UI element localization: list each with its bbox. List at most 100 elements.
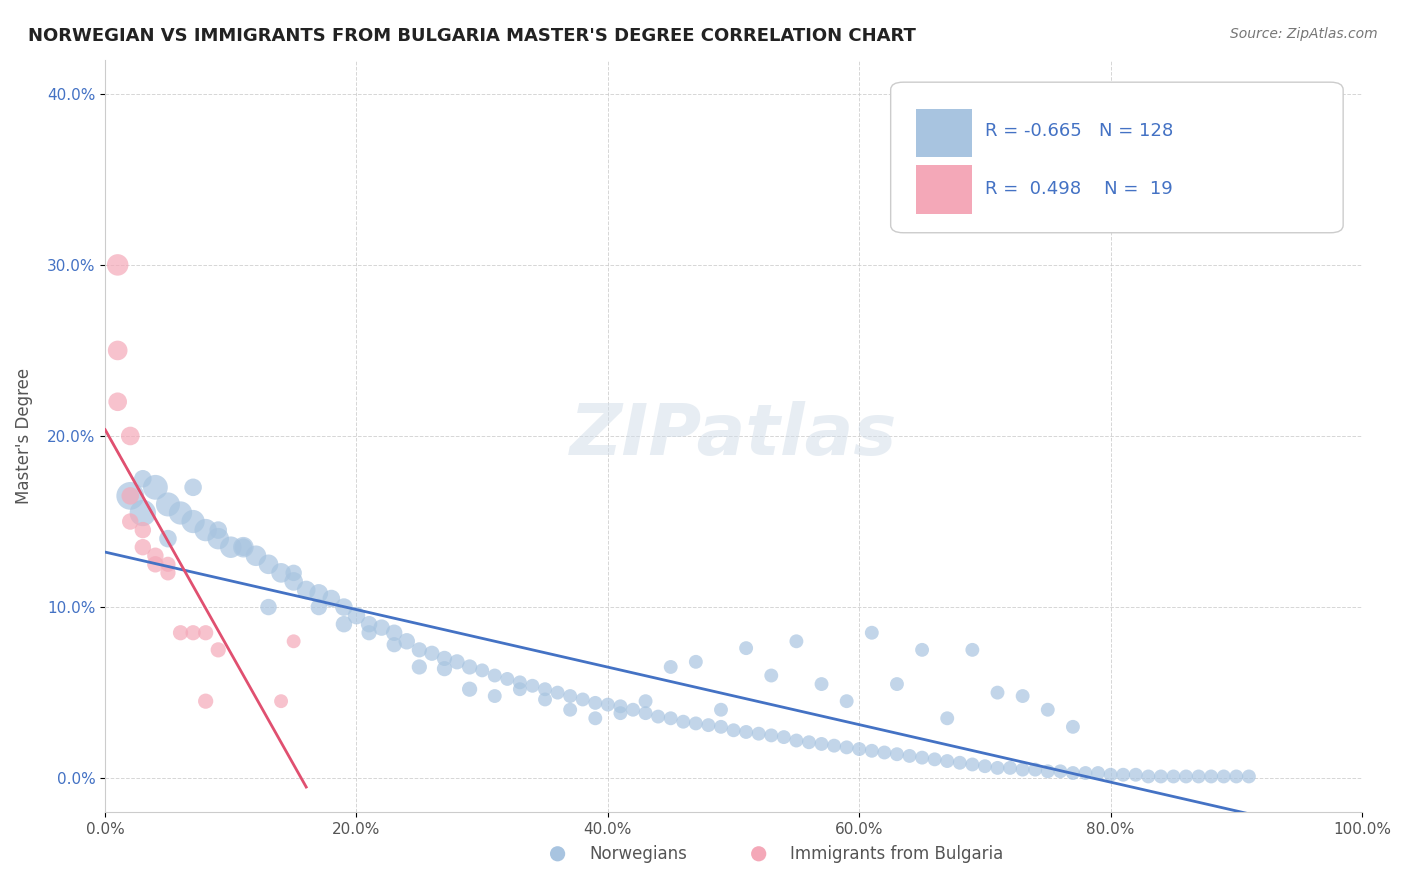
Point [107,343,129,358]
Point [1112,768,1135,782]
Point [609,706,631,720]
Point [810,737,832,751]
Point [886,747,908,762]
Point [748,865,770,880]
Point [132,540,155,554]
Point [810,677,832,691]
Point [735,725,758,739]
Point [534,682,557,697]
Point [710,703,733,717]
Point [156,558,179,572]
Point [408,660,430,674]
Point [772,730,794,744]
Point [207,523,229,537]
Point [132,506,155,520]
Point [1074,766,1097,780]
Point [659,660,682,674]
Point [1225,769,1247,783]
Point [634,694,657,708]
Point [924,752,946,766]
Point [333,617,356,632]
Text: Norwegians: Norwegians [589,845,688,863]
Text: R = -0.665   N = 128: R = -0.665 N = 128 [986,122,1173,140]
Point [583,696,606,710]
Point [860,744,883,758]
Point [156,532,179,546]
Point [723,723,745,738]
Point [207,532,229,546]
Point [986,685,1008,699]
Text: Immigrants from Bulgaria: Immigrants from Bulgaria [790,845,1004,863]
Point [1187,769,1209,783]
Point [107,258,129,272]
Point [283,566,305,580]
Point [308,586,330,600]
FancyBboxPatch shape [915,109,973,158]
Point [433,662,456,676]
Point [547,865,569,880]
Point [346,608,368,623]
Point [534,692,557,706]
Point [1137,769,1160,783]
Point [522,679,544,693]
Point [1199,769,1222,783]
Point [710,720,733,734]
Point [647,709,669,723]
Point [145,558,167,572]
Point [1024,763,1046,777]
Point [583,711,606,725]
Point [898,748,921,763]
Point [156,566,179,580]
Point [547,685,569,699]
Point [659,711,682,725]
Point [596,698,619,712]
Point [169,506,191,520]
Point [886,677,908,691]
Point [761,728,783,742]
Point [797,735,820,749]
Point [207,643,229,657]
Point [308,600,330,615]
FancyBboxPatch shape [915,165,973,214]
Point [357,625,380,640]
Point [219,540,242,554]
Point [484,668,506,682]
Point [571,692,593,706]
Point [735,641,758,656]
Point [257,558,280,572]
Point [370,621,392,635]
Point [357,617,380,632]
Point [156,498,179,512]
Point [433,651,456,665]
Point [408,643,430,657]
Point [1237,769,1260,783]
Point [458,682,481,697]
Text: R =  0.498    N =  19: R = 0.498 N = 19 [986,180,1173,198]
Point [232,540,254,554]
Point [382,625,405,640]
Point [333,600,356,615]
Point [321,591,343,606]
Point [257,600,280,615]
Point [420,646,443,660]
Point [120,515,142,529]
Point [949,756,972,770]
Point [194,694,217,708]
Point [697,718,720,732]
Point [835,694,858,708]
Point [1175,769,1198,783]
Point [283,634,305,648]
Point [181,625,204,640]
Point [848,742,870,756]
Point [785,634,807,648]
Point [446,655,468,669]
Point [998,761,1021,775]
Point [270,694,292,708]
Point [685,716,707,731]
Point [1087,766,1109,780]
Point [936,711,959,725]
Point [823,739,845,753]
Point [283,574,305,589]
Point [962,643,984,657]
Point [860,625,883,640]
